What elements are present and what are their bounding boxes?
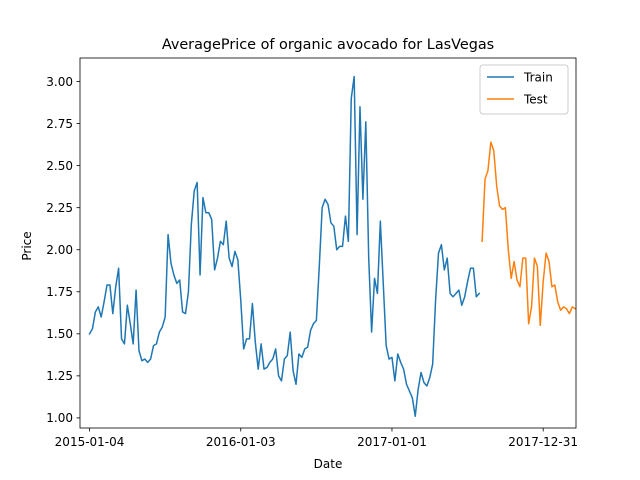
legend-label-train: Train: [523, 70, 553, 84]
legend: Train Test: [479, 64, 569, 115]
y-tick-label: 2.00: [46, 243, 73, 257]
y-tick-label: 2.50: [46, 159, 73, 173]
y-tick-label: 1.75: [46, 285, 73, 299]
y-tick-label: 2.75: [46, 117, 73, 131]
x-tick-label: 2016-01-03: [206, 435, 276, 449]
x-tick-label: 2015-01-04: [55, 435, 125, 449]
y-tick-label: 1.50: [46, 327, 73, 341]
chart-title: AveragePrice of organic avocado for LasV…: [162, 37, 494, 53]
y-tick-label: 2.25: [46, 201, 73, 215]
x-axis: 2015-01-04 2016-01-03 2017-01-01 2017-12-31: [55, 428, 578, 449]
y-tick-label: 1.25: [46, 369, 73, 383]
series-line-train: [88, 75, 481, 417]
x-tick-label: 2017-12-31: [508, 435, 578, 449]
y-tick-label: 3.00: [46, 75, 73, 89]
y-axis: 1.00 1.25 1.50 1.75 2.00 2.25 2.50 2.75 3.00: [46, 75, 80, 425]
y-tick-label: 1.00: [46, 411, 73, 425]
axes-frame: [79, 57, 577, 429]
legend-label-test: Test: [523, 92, 548, 106]
x-tick-label: 2017-01-01: [357, 435, 427, 449]
plot-area: [88, 75, 577, 417]
y-axis-label: Price: [20, 231, 34, 260]
x-axis-label: Date: [314, 457, 343, 471]
series-line-test: [481, 141, 577, 327]
